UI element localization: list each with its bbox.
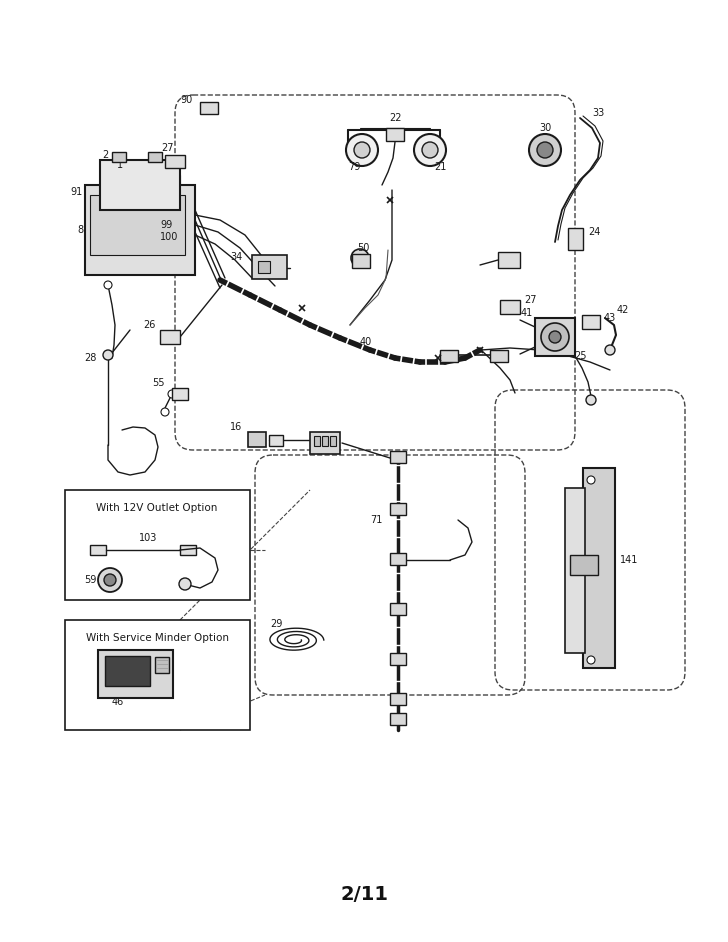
Text: 46: 46 — [112, 697, 124, 707]
Text: 100: 100 — [160, 232, 178, 242]
Text: 29: 29 — [271, 619, 283, 629]
Circle shape — [346, 134, 378, 166]
Text: 50: 50 — [357, 243, 369, 253]
Circle shape — [179, 578, 191, 590]
Bar — [310, 432, 340, 454]
Text: 34: 34 — [231, 252, 243, 262]
Bar — [322, 436, 328, 446]
Bar — [314, 436, 320, 446]
Text: 33: 33 — [592, 108, 604, 118]
Circle shape — [351, 249, 369, 267]
Circle shape — [541, 323, 569, 351]
Text: 8: 8 — [77, 225, 83, 235]
Bar — [565, 488, 585, 653]
Circle shape — [586, 395, 596, 405]
Bar — [390, 653, 406, 665]
Text: 103: 103 — [139, 533, 157, 543]
Text: 30: 30 — [539, 123, 551, 133]
Text: 16: 16 — [230, 422, 242, 432]
Text: 42: 42 — [617, 305, 630, 315]
Bar — [440, 350, 458, 362]
Text: 22: 22 — [389, 113, 403, 123]
Bar — [269, 435, 283, 446]
Text: 2/11: 2/11 — [340, 885, 388, 904]
Text: 28: 28 — [84, 353, 97, 363]
Text: 79: 79 — [348, 162, 360, 172]
Bar — [65, 620, 250, 730]
Circle shape — [605, 345, 615, 355]
Bar — [330, 436, 336, 446]
Bar — [490, 350, 508, 362]
Bar — [112, 152, 126, 162]
Text: 2: 2 — [102, 150, 108, 160]
Bar — [258, 261, 270, 273]
Text: 27: 27 — [161, 143, 173, 153]
Circle shape — [354, 142, 370, 158]
Circle shape — [103, 350, 113, 360]
Bar — [85, 185, 195, 275]
Bar — [390, 503, 406, 515]
Bar — [148, 152, 162, 162]
Circle shape — [422, 142, 438, 158]
Text: 21: 21 — [434, 162, 446, 172]
Bar — [105, 656, 150, 686]
Circle shape — [161, 408, 169, 416]
Bar — [568, 228, 583, 250]
Text: 27: 27 — [524, 295, 537, 305]
Circle shape — [537, 142, 553, 158]
Bar — [100, 160, 180, 210]
Text: 90: 90 — [181, 95, 193, 105]
Circle shape — [549, 331, 561, 343]
Text: 141: 141 — [620, 555, 638, 565]
Text: 59: 59 — [84, 575, 97, 585]
Bar — [498, 252, 520, 268]
Bar — [582, 315, 600, 329]
Bar — [155, 657, 169, 673]
Text: 41: 41 — [521, 308, 533, 318]
Bar — [390, 693, 406, 705]
Bar — [252, 255, 287, 279]
Bar — [65, 490, 250, 600]
Bar — [386, 128, 404, 141]
Bar — [98, 650, 173, 698]
Circle shape — [414, 134, 446, 166]
Text: 71: 71 — [371, 515, 383, 525]
Circle shape — [104, 281, 112, 289]
Bar — [390, 451, 406, 463]
Text: With Service Minder Option: With Service Minder Option — [85, 633, 229, 643]
Bar — [390, 713, 406, 725]
Text: 40: 40 — [360, 337, 372, 347]
Text: 25: 25 — [574, 351, 587, 361]
Bar — [90, 545, 106, 555]
Bar — [172, 388, 188, 400]
Circle shape — [529, 134, 561, 166]
Bar — [390, 603, 406, 615]
Bar — [90, 195, 185, 255]
Text: 43: 43 — [604, 313, 616, 323]
Bar — [535, 318, 575, 356]
Circle shape — [98, 568, 122, 592]
Bar — [165, 155, 185, 168]
Circle shape — [104, 574, 116, 586]
Bar — [390, 553, 406, 565]
Text: With 12V Outlet Option: With 12V Outlet Option — [96, 503, 218, 513]
Text: 26: 26 — [143, 320, 156, 330]
Bar — [570, 555, 598, 575]
Bar — [500, 300, 520, 314]
Text: 99: 99 — [160, 220, 173, 230]
Text: 1: 1 — [117, 160, 123, 170]
Bar — [200, 102, 218, 114]
Circle shape — [587, 476, 595, 484]
Bar — [248, 432, 266, 447]
Text: 91: 91 — [71, 187, 83, 197]
Circle shape — [168, 390, 176, 398]
Bar — [160, 330, 180, 344]
Circle shape — [587, 656, 595, 664]
Text: 24: 24 — [588, 227, 601, 237]
Bar — [583, 468, 615, 668]
Text: 55: 55 — [152, 378, 165, 388]
Bar — [180, 545, 196, 555]
Bar — [352, 254, 370, 268]
